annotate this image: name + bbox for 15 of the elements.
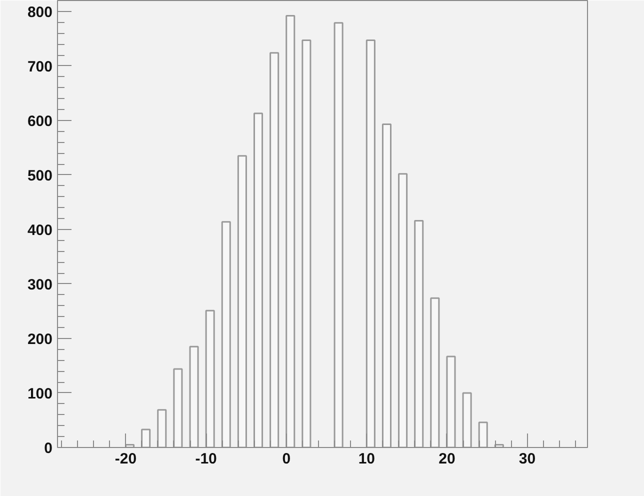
- y-tick-label: 600: [27, 112, 53, 130]
- y-tick-label: 400: [27, 222, 53, 239]
- x-tick-label: 10: [358, 450, 376, 468]
- x-tick-label: 30: [518, 450, 536, 468]
- y-tick-label: 200: [27, 330, 53, 348]
- x-tick-label: 20: [438, 450, 456, 468]
- y-tick-label: 0: [44, 440, 52, 457]
- y-tick-label: 500: [27, 167, 53, 184]
- x-tick-label: -20: [114, 450, 137, 468]
- y-tick-label: 100: [27, 385, 53, 402]
- x-tick-label: 0: [282, 450, 291, 468]
- y-tick-label: 300: [27, 276, 53, 294]
- x-tick-label: -10: [195, 450, 217, 468]
- y-tick-label: 800: [27, 4, 53, 21]
- y-tick-label: 700: [27, 58, 53, 76]
